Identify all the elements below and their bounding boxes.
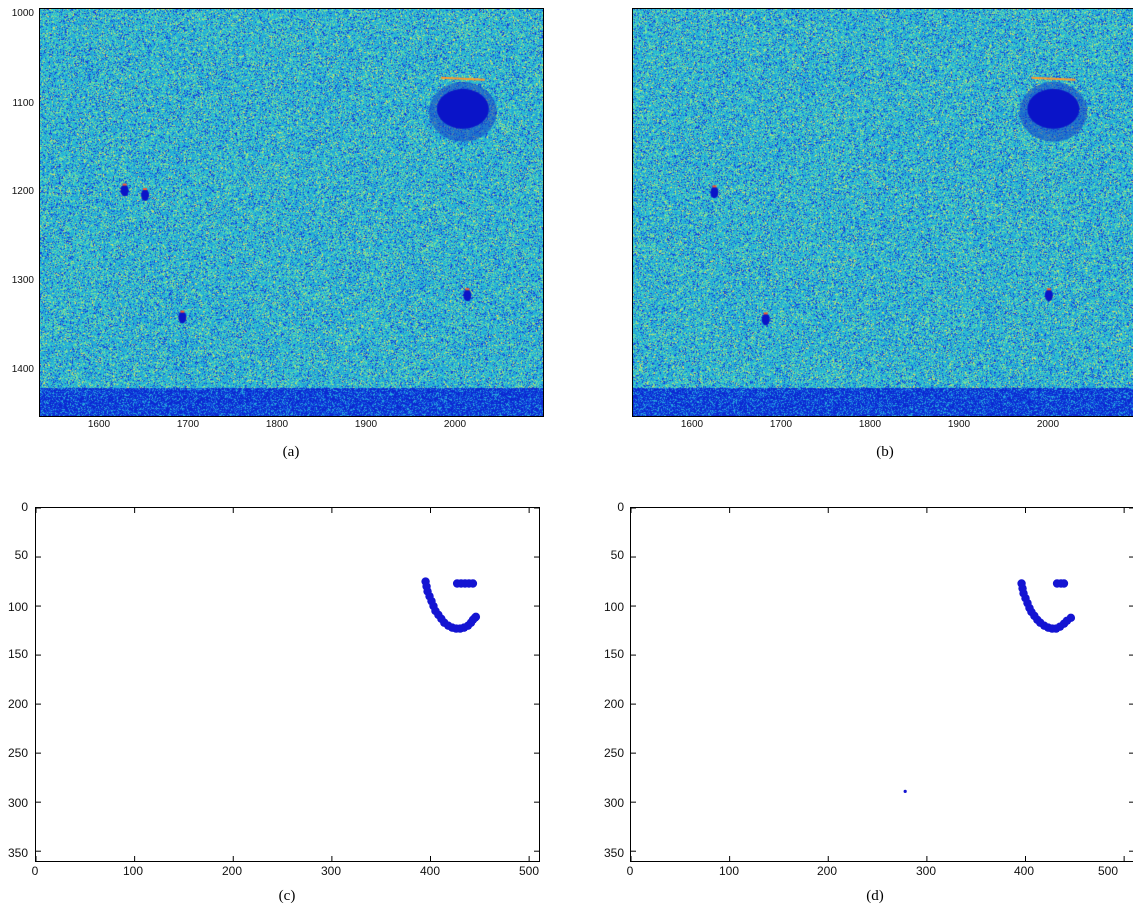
heatmap-image-b (633, 9, 1133, 416)
x-tick-label: 1900 (354, 419, 378, 430)
y-tick-label: 100 (7, 600, 28, 614)
scatter-plot-d (630, 507, 1133, 862)
x-tick-label: 1600 (680, 419, 704, 430)
y-tick-label: 1100 (12, 98, 34, 109)
caption-b: (b) (876, 444, 894, 460)
y-tick-label: 250 (603, 746, 624, 760)
y-tick-label: 1400 (11, 364, 34, 375)
caption-c: (c) (278, 888, 296, 904)
y-tick-label: 0 (21, 500, 28, 514)
scatter-point (1059, 579, 1069, 588)
x-tick-label: 100 (718, 864, 740, 878)
y-tick-label: 300 (603, 796, 624, 810)
x-tick-label: 200 (816, 864, 838, 878)
y-tick-label: 100 (603, 600, 624, 614)
y-tick-label: 0 (617, 500, 624, 514)
y-tick-label: 350 (7, 846, 28, 860)
x-tick-label: 2000 (443, 419, 467, 430)
y-tick-label: 50 (14, 548, 28, 562)
x-tick-label: 200 (221, 864, 243, 878)
x-tick-label: 400 (419, 864, 441, 878)
x-tick-label: 1700 (176, 419, 200, 430)
x-tick-label: 1900 (947, 419, 971, 430)
x-tick-label: 0 (626, 864, 634, 878)
scatter-svg-d (631, 508, 1133, 861)
x-tick-label: 1600 (87, 419, 111, 430)
y-tick-label: 1300 (11, 275, 34, 286)
y-tick-label: 1000 (11, 8, 34, 19)
x-tick-label: 100 (122, 864, 144, 878)
y-tick-label: 150 (603, 647, 624, 661)
x-tick-label: 0 (31, 864, 39, 878)
scatter-svg-c (36, 508, 539, 861)
scatter-plot-c (35, 507, 540, 862)
caption-a: (a) (282, 444, 300, 460)
y-tick-label: 300 (7, 796, 28, 810)
x-tick-label: 1700 (769, 419, 793, 430)
y-tick-label: 350 (603, 846, 624, 860)
y-tick-label: 50 (610, 548, 624, 562)
y-tick-label: 200 (603, 697, 624, 711)
x-tick-label: 400 (1013, 864, 1035, 878)
caption-d: (d) (866, 888, 884, 904)
scatter-point (468, 579, 478, 588)
scatter-point (903, 789, 907, 793)
x-tick-label: 2000 (1036, 419, 1060, 430)
x-tick-label: 300 (320, 864, 342, 878)
x-tick-label: 1800 (265, 419, 289, 430)
heatmap-plot-a (39, 8, 544, 417)
x-tick-label: 500 (518, 864, 540, 878)
y-tick-label: 200 (7, 697, 28, 711)
heatmap-image-a (40, 9, 543, 416)
scatter-point (1066, 613, 1076, 623)
x-tick-label: 500 (1098, 864, 1119, 878)
y-tick-label: 150 (7, 647, 28, 661)
x-tick-label: 1800 (858, 419, 882, 430)
x-tick-label: 300 (915, 864, 937, 878)
scatter-point (471, 612, 481, 622)
y-tick-label: 1200 (11, 186, 34, 197)
y-tick-label: 250 (7, 746, 28, 760)
heatmap-plot-b (632, 8, 1133, 417)
